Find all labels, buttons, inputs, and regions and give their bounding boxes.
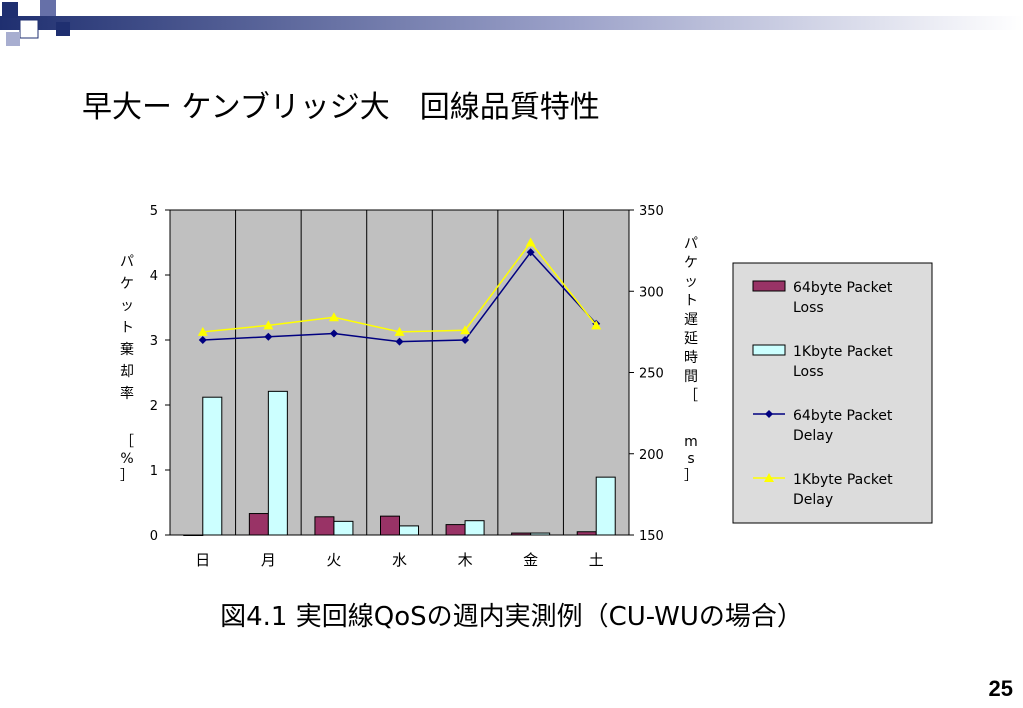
left-axis-title: ］ bbox=[120, 468, 134, 484]
left-axis-title: ト bbox=[120, 320, 134, 336]
left-axis-title: % bbox=[120, 451, 133, 467]
legend-marker bbox=[765, 410, 773, 418]
right-axis-title: m bbox=[684, 434, 698, 450]
bar-64byte-loss bbox=[445, 524, 466, 536]
right-axis-tick-label: 250 bbox=[639, 367, 664, 382]
x-axis-category-label: 土 bbox=[589, 551, 604, 569]
point-1kbyte-delay bbox=[460, 325, 471, 335]
left-axis-tick-label: 0 bbox=[150, 529, 158, 544]
point-64byte-delay bbox=[198, 336, 207, 344]
left-axis-title: ッ bbox=[120, 298, 134, 314]
legend-label: 64byte Packet bbox=[793, 408, 893, 424]
left-axis-title: ［ bbox=[120, 434, 134, 450]
point-1kbyte-delay bbox=[197, 326, 208, 336]
legend-swatch bbox=[752, 280, 786, 292]
bar-1kbyte-loss bbox=[267, 390, 288, 536]
bar-64byte-loss bbox=[576, 531, 597, 536]
right-axis-title: 遅 bbox=[684, 312, 698, 328]
bar-64byte-loss bbox=[380, 515, 400, 536]
right-axis-tick-label: 300 bbox=[639, 285, 664, 300]
point-1kbyte-delay bbox=[328, 312, 339, 322]
legend-label: 1Kbyte Packet bbox=[793, 344, 893, 360]
point-64byte-delay bbox=[264, 332, 273, 341]
point-64byte-delay bbox=[395, 337, 404, 346]
legend-label: 64byte Packet bbox=[793, 280, 893, 296]
right-axis-tick-label: 200 bbox=[639, 448, 664, 463]
left-axis-tick-label: 3 bbox=[150, 334, 158, 349]
point-1kbyte-delay bbox=[525, 237, 536, 247]
point-1kbyte-delay bbox=[394, 326, 405, 336]
left-axis-tick-label: 1 bbox=[150, 464, 158, 479]
right-axis-title: 時 bbox=[684, 350, 698, 366]
x-axis-category-label: 木 bbox=[458, 551, 473, 569]
left-axis-title: 棄 bbox=[120, 342, 134, 358]
left-axis-title: 却 bbox=[120, 364, 134, 380]
bar-1kbyte-loss bbox=[399, 525, 419, 536]
right-axis-title: ［ bbox=[684, 388, 698, 404]
bar-1kbyte-loss bbox=[202, 396, 223, 536]
legend-label: 1Kbyte Packet bbox=[793, 472, 893, 488]
bar-1kbyte-loss bbox=[530, 532, 551, 536]
legend-label: Loss bbox=[793, 300, 824, 316]
left-axis-tick-label: 5 bbox=[150, 204, 158, 219]
legend-swatch bbox=[752, 344, 786, 356]
left-axis-title: パ bbox=[120, 254, 134, 270]
right-axis-title: 間 bbox=[684, 369, 698, 385]
bar-64byte-loss bbox=[314, 516, 335, 536]
point-64byte-delay bbox=[329, 329, 338, 338]
legend-label: Delay bbox=[793, 492, 833, 508]
figure-caption: 図4.1 実回線QoSの週内実測例（CU-WUの場合） bbox=[220, 602, 803, 632]
x-axis-category-label: 日 bbox=[195, 551, 210, 569]
right-axis-tick-label: 350 bbox=[639, 204, 664, 219]
bar-64byte-loss bbox=[248, 513, 269, 536]
plot-area bbox=[169, 209, 630, 536]
right-axis-title: パ bbox=[684, 236, 698, 252]
left-axis-title: ケ bbox=[120, 276, 134, 292]
right-axis-title: ト bbox=[684, 293, 698, 309]
point-64byte-delay bbox=[461, 336, 470, 344]
bar-64byte-loss bbox=[511, 532, 532, 536]
x-axis-category-label: 水 bbox=[392, 551, 407, 569]
x-axis-category-label: 火 bbox=[326, 551, 341, 569]
right-axis-tick-label: 150 bbox=[639, 529, 664, 544]
page-number: 25 bbox=[988, 676, 1013, 701]
legend-label: Loss bbox=[793, 364, 824, 380]
right-axis-title: 延 bbox=[684, 331, 698, 347]
right-axis-title: s bbox=[687, 451, 694, 467]
bar-1kbyte-loss bbox=[464, 520, 485, 536]
slide-title: 早大ー ケンブリッジ大 回線品質特性 bbox=[82, 90, 600, 125]
legend-marker bbox=[764, 473, 774, 482]
bar-64byte-loss bbox=[183, 534, 204, 536]
bar-1kbyte-loss bbox=[595, 476, 616, 536]
right-axis-title: ］ bbox=[684, 468, 698, 484]
left-axis-title: 率 bbox=[120, 385, 134, 402]
point-1kbyte-delay bbox=[263, 320, 274, 330]
point-64byte-delay bbox=[526, 248, 535, 257]
legend-label: Delay bbox=[793, 428, 833, 444]
x-axis-category-label: 金 bbox=[523, 551, 538, 569]
x-axis-category-label: 月 bbox=[261, 551, 276, 569]
bar-1kbyte-loss bbox=[333, 520, 354, 536]
right-axis-title: ケ bbox=[684, 255, 698, 271]
point-1kbyte-delay bbox=[591, 320, 602, 330]
left-axis-tick-label: 2 bbox=[150, 399, 158, 414]
title-bar-decoration bbox=[0, 0, 1023, 46]
left-axis-tick-label: 4 bbox=[150, 269, 158, 284]
right-axis-title: ッ bbox=[684, 274, 698, 290]
